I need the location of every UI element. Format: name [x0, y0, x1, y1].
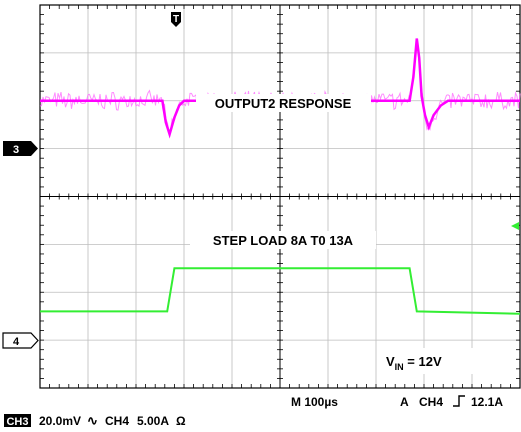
trigger-level-readout: 12.1A [471, 395, 503, 409]
trigger-label: A [400, 395, 409, 409]
ch3-badge [4, 414, 31, 427]
ch4-marker-label: 4 [13, 336, 20, 348]
ch4-scale: 5.00A [137, 414, 169, 428]
svg-text:T: T [173, 14, 179, 25]
ch3-coupling-icon: ∿ [87, 413, 98, 428]
trigger-position-marker: T [171, 12, 181, 27]
ch4-coupling-icon: Ω [176, 414, 186, 428]
vin-label: VIN = 12V [386, 354, 442, 372]
ch3-badge-label: CH3 [6, 416, 28, 428]
ch3-scale: 20.0mV [39, 414, 81, 428]
ch4-trace [40, 267, 521, 315]
trigger-level-marker[interactable] [511, 222, 519, 230]
ch4-label: CH4 [105, 414, 129, 428]
step-load-label: STEP LOAD 8A T0 13A [213, 233, 354, 248]
trigger-slope-icon [453, 395, 465, 407]
ch3-trace [40, 38, 520, 139]
ch3-ground-marker[interactable]: 3 [3, 141, 38, 156]
output-response-label: OUTPUT2 RESPONSE [215, 96, 352, 111]
trigger-source: CH4 [419, 395, 443, 409]
ch4-ground-marker[interactable]: 4 [2, 332, 39, 349]
timebase-readout: M 100µs [291, 395, 338, 409]
ch3-marker-label: 3 [13, 144, 19, 156]
